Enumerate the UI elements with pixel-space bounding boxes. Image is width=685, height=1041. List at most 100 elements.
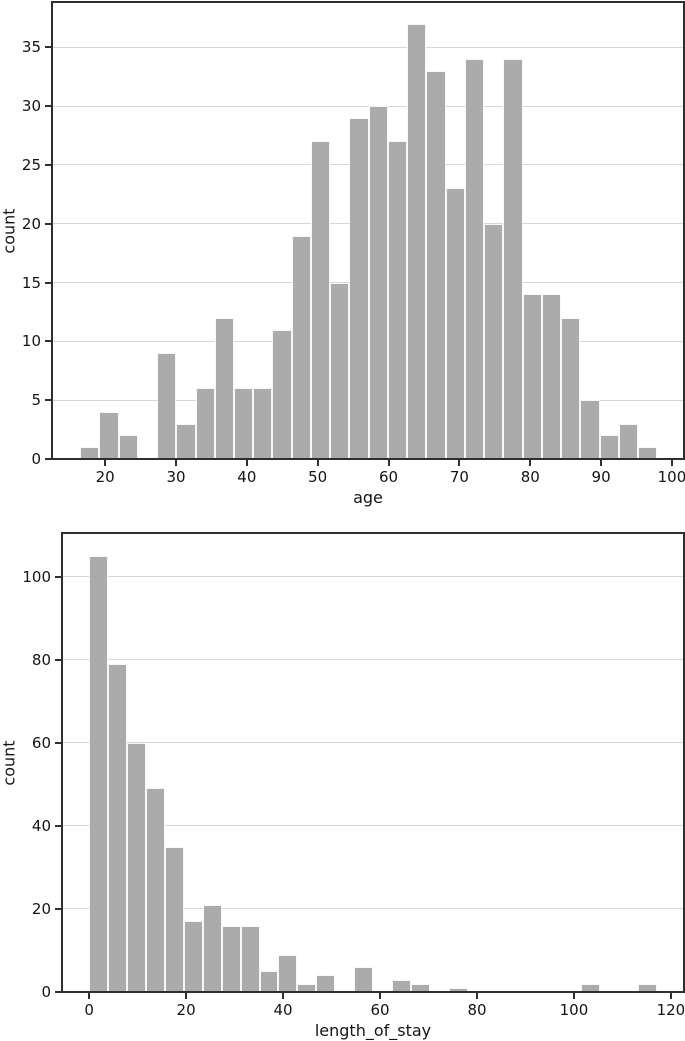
gridline (62, 576, 684, 578)
histogram-bar (89, 555, 109, 992)
histogram-bar (522, 294, 542, 459)
y-tick-mark (45, 222, 51, 225)
x-tick-mark (475, 993, 478, 999)
y-tick-label: 30 (21, 97, 41, 116)
histogram-bar (183, 921, 203, 992)
x-tick-label: 60 (370, 1001, 390, 1019)
y-tick-label: 25 (21, 155, 41, 174)
histogram-bar (195, 388, 215, 459)
y-tick-label: 0 (31, 450, 41, 468)
histogram-bar (108, 663, 128, 992)
histogram-bar (541, 294, 562, 459)
y-tick-label: 80 (31, 650, 51, 669)
histogram-bar (127, 742, 147, 992)
histogram-bar (349, 117, 369, 459)
histogram-bar (387, 141, 408, 459)
gridline (52, 46, 684, 48)
x-tick-mark (185, 993, 188, 999)
histogram-bar (618, 423, 638, 459)
histogram-bar (354, 967, 373, 992)
histogram-bar (410, 983, 430, 992)
x-tick-mark (387, 460, 390, 466)
y-tick-mark (55, 741, 61, 744)
x-tick-mark (670, 460, 673, 466)
histogram-bar (391, 979, 411, 992)
histogram-bar (368, 106, 388, 459)
y-tick-mark (45, 458, 51, 460)
histogram-bar (330, 282, 350, 459)
x-tick-mark (379, 993, 382, 999)
x-tick-label: 20 (176, 1001, 196, 1019)
histogram-bar (202, 904, 222, 992)
x-tick-label: 100 (559, 1001, 589, 1019)
histogram-bar (310, 141, 331, 459)
y-tick-label: 15 (21, 273, 41, 292)
x-axis-label: length_of_stay (314, 1021, 432, 1040)
y-tick-label: 5 (31, 391, 41, 410)
histogram-bar (146, 788, 166, 992)
x-tick-label: 20 (95, 468, 115, 486)
histogram-bar (637, 447, 658, 459)
y-tick-label: 100 (22, 567, 51, 586)
histogram-bar (259, 971, 279, 992)
gridline (62, 825, 684, 827)
x-tick-label: 80 (520, 468, 540, 486)
histogram-bar (561, 317, 581, 459)
x-tick-mark (529, 460, 532, 466)
x-tick-label: 120 (656, 1001, 685, 1019)
histogram-bar (165, 846, 184, 992)
x-tick-label: 0 (84, 1001, 94, 1019)
histogram-bar (426, 70, 446, 459)
y-tick-label: 35 (21, 38, 41, 57)
histogram-bar (234, 388, 254, 459)
histogram-bar (637, 983, 657, 992)
histogram-bar (580, 983, 600, 992)
x-tick-mark (458, 460, 461, 466)
y-tick-mark (45, 46, 51, 49)
y-tick-mark (55, 907, 61, 910)
y-tick-mark (45, 163, 51, 166)
histogram-bar (407, 23, 427, 459)
x-tick-mark (600, 460, 603, 466)
x-tick-label: 40 (273, 1001, 293, 1019)
y-tick-label: 40 (31, 816, 51, 835)
y-tick-mark (55, 658, 61, 661)
histogram-bar (253, 388, 273, 459)
histogram-bar (80, 447, 100, 459)
x-tick-mark (245, 460, 248, 466)
x-tick-mark (282, 993, 285, 999)
x-axis-label: age (353, 488, 383, 507)
histogram-bar (240, 925, 260, 992)
histogram-bar (118, 435, 138, 459)
y-tick-label: 0 (41, 983, 51, 1001)
histogram-bar (448, 987, 468, 992)
x-tick-label: 90 (591, 468, 611, 486)
gridline (62, 659, 684, 661)
histogram-bar (291, 235, 311, 459)
histogram-bar (297, 983, 317, 992)
histogram-bar (278, 954, 298, 992)
x-tick-label: 40 (237, 468, 257, 486)
x-tick-mark (104, 460, 107, 466)
x-tick-mark (174, 460, 177, 466)
y-tick-mark (55, 575, 61, 578)
y-tick-label: 10 (21, 332, 41, 351)
x-tick-label: 30 (166, 468, 186, 486)
x-tick-label: 50 (308, 468, 328, 486)
x-tick-mark (572, 993, 575, 999)
histogram-bar (316, 975, 336, 992)
x-tick-label: 100 (657, 468, 685, 486)
x-tick-label: 80 (467, 1001, 487, 1019)
y-tick-mark (45, 340, 51, 343)
histogram-bar (214, 317, 234, 459)
histogram-bar (176, 423, 196, 459)
histogram-bar (157, 353, 177, 459)
histogram-bar (99, 411, 119, 459)
gridline (62, 908, 684, 910)
plot-area (62, 533, 684, 992)
x-tick-mark (669, 993, 672, 999)
histogram-bar (484, 223, 504, 459)
y-tick-mark (45, 399, 51, 402)
